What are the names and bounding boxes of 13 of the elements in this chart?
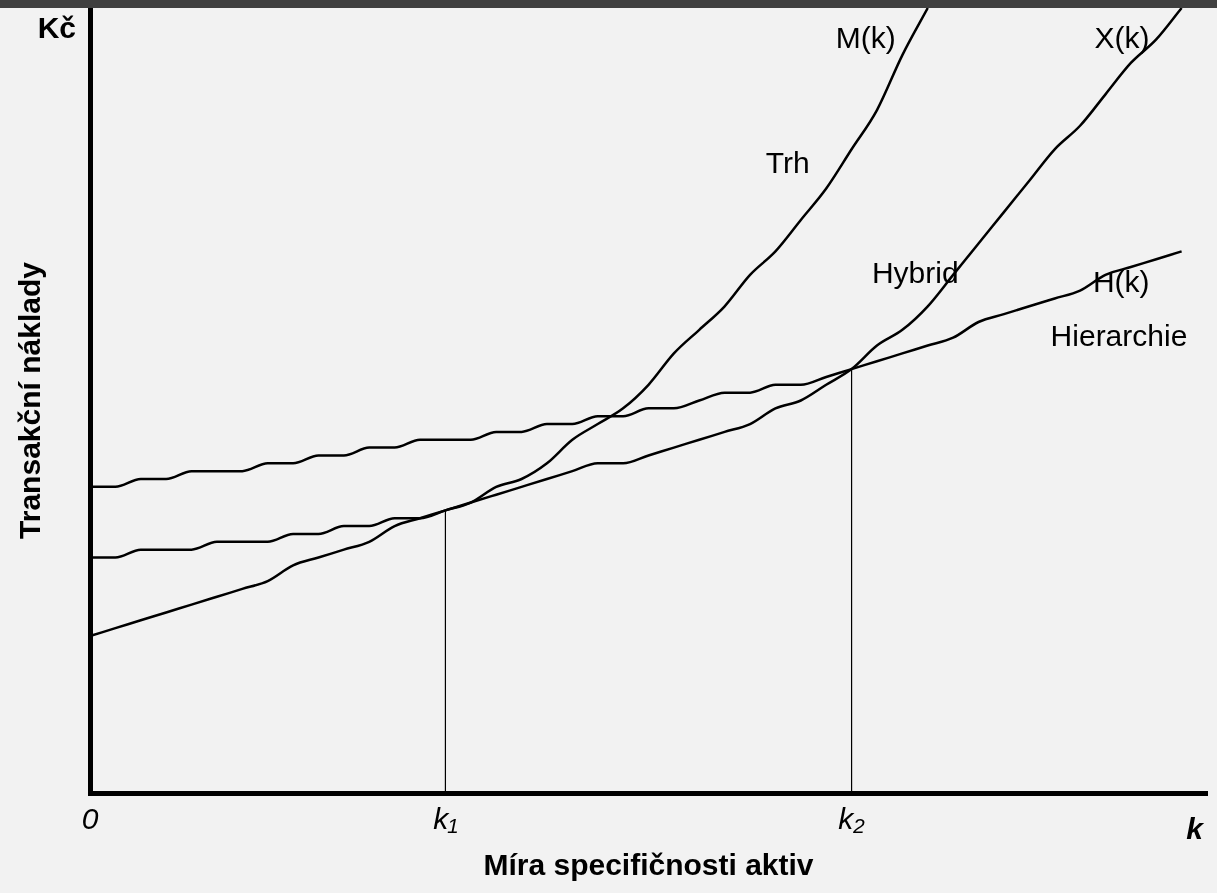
y-axis-title: Transakční náklady xyxy=(13,261,47,539)
text: Kč xyxy=(37,11,76,45)
annotation: Hybrid xyxy=(871,256,959,290)
x-axis-title: Míra specifičnosti aktiv xyxy=(483,848,814,882)
series-label: X(k) xyxy=(1094,21,1150,55)
x-tick-label: k₁ xyxy=(433,802,458,836)
x-tick-label: 0 xyxy=(81,802,99,836)
series-label: M(k) xyxy=(835,21,896,55)
text: k xyxy=(1186,812,1205,846)
annotation: Trh xyxy=(765,146,810,180)
series-label: H(k) xyxy=(1092,264,1150,298)
x-tick-label: k₂ xyxy=(838,802,866,836)
annotation: Hierarchie xyxy=(1050,318,1188,352)
